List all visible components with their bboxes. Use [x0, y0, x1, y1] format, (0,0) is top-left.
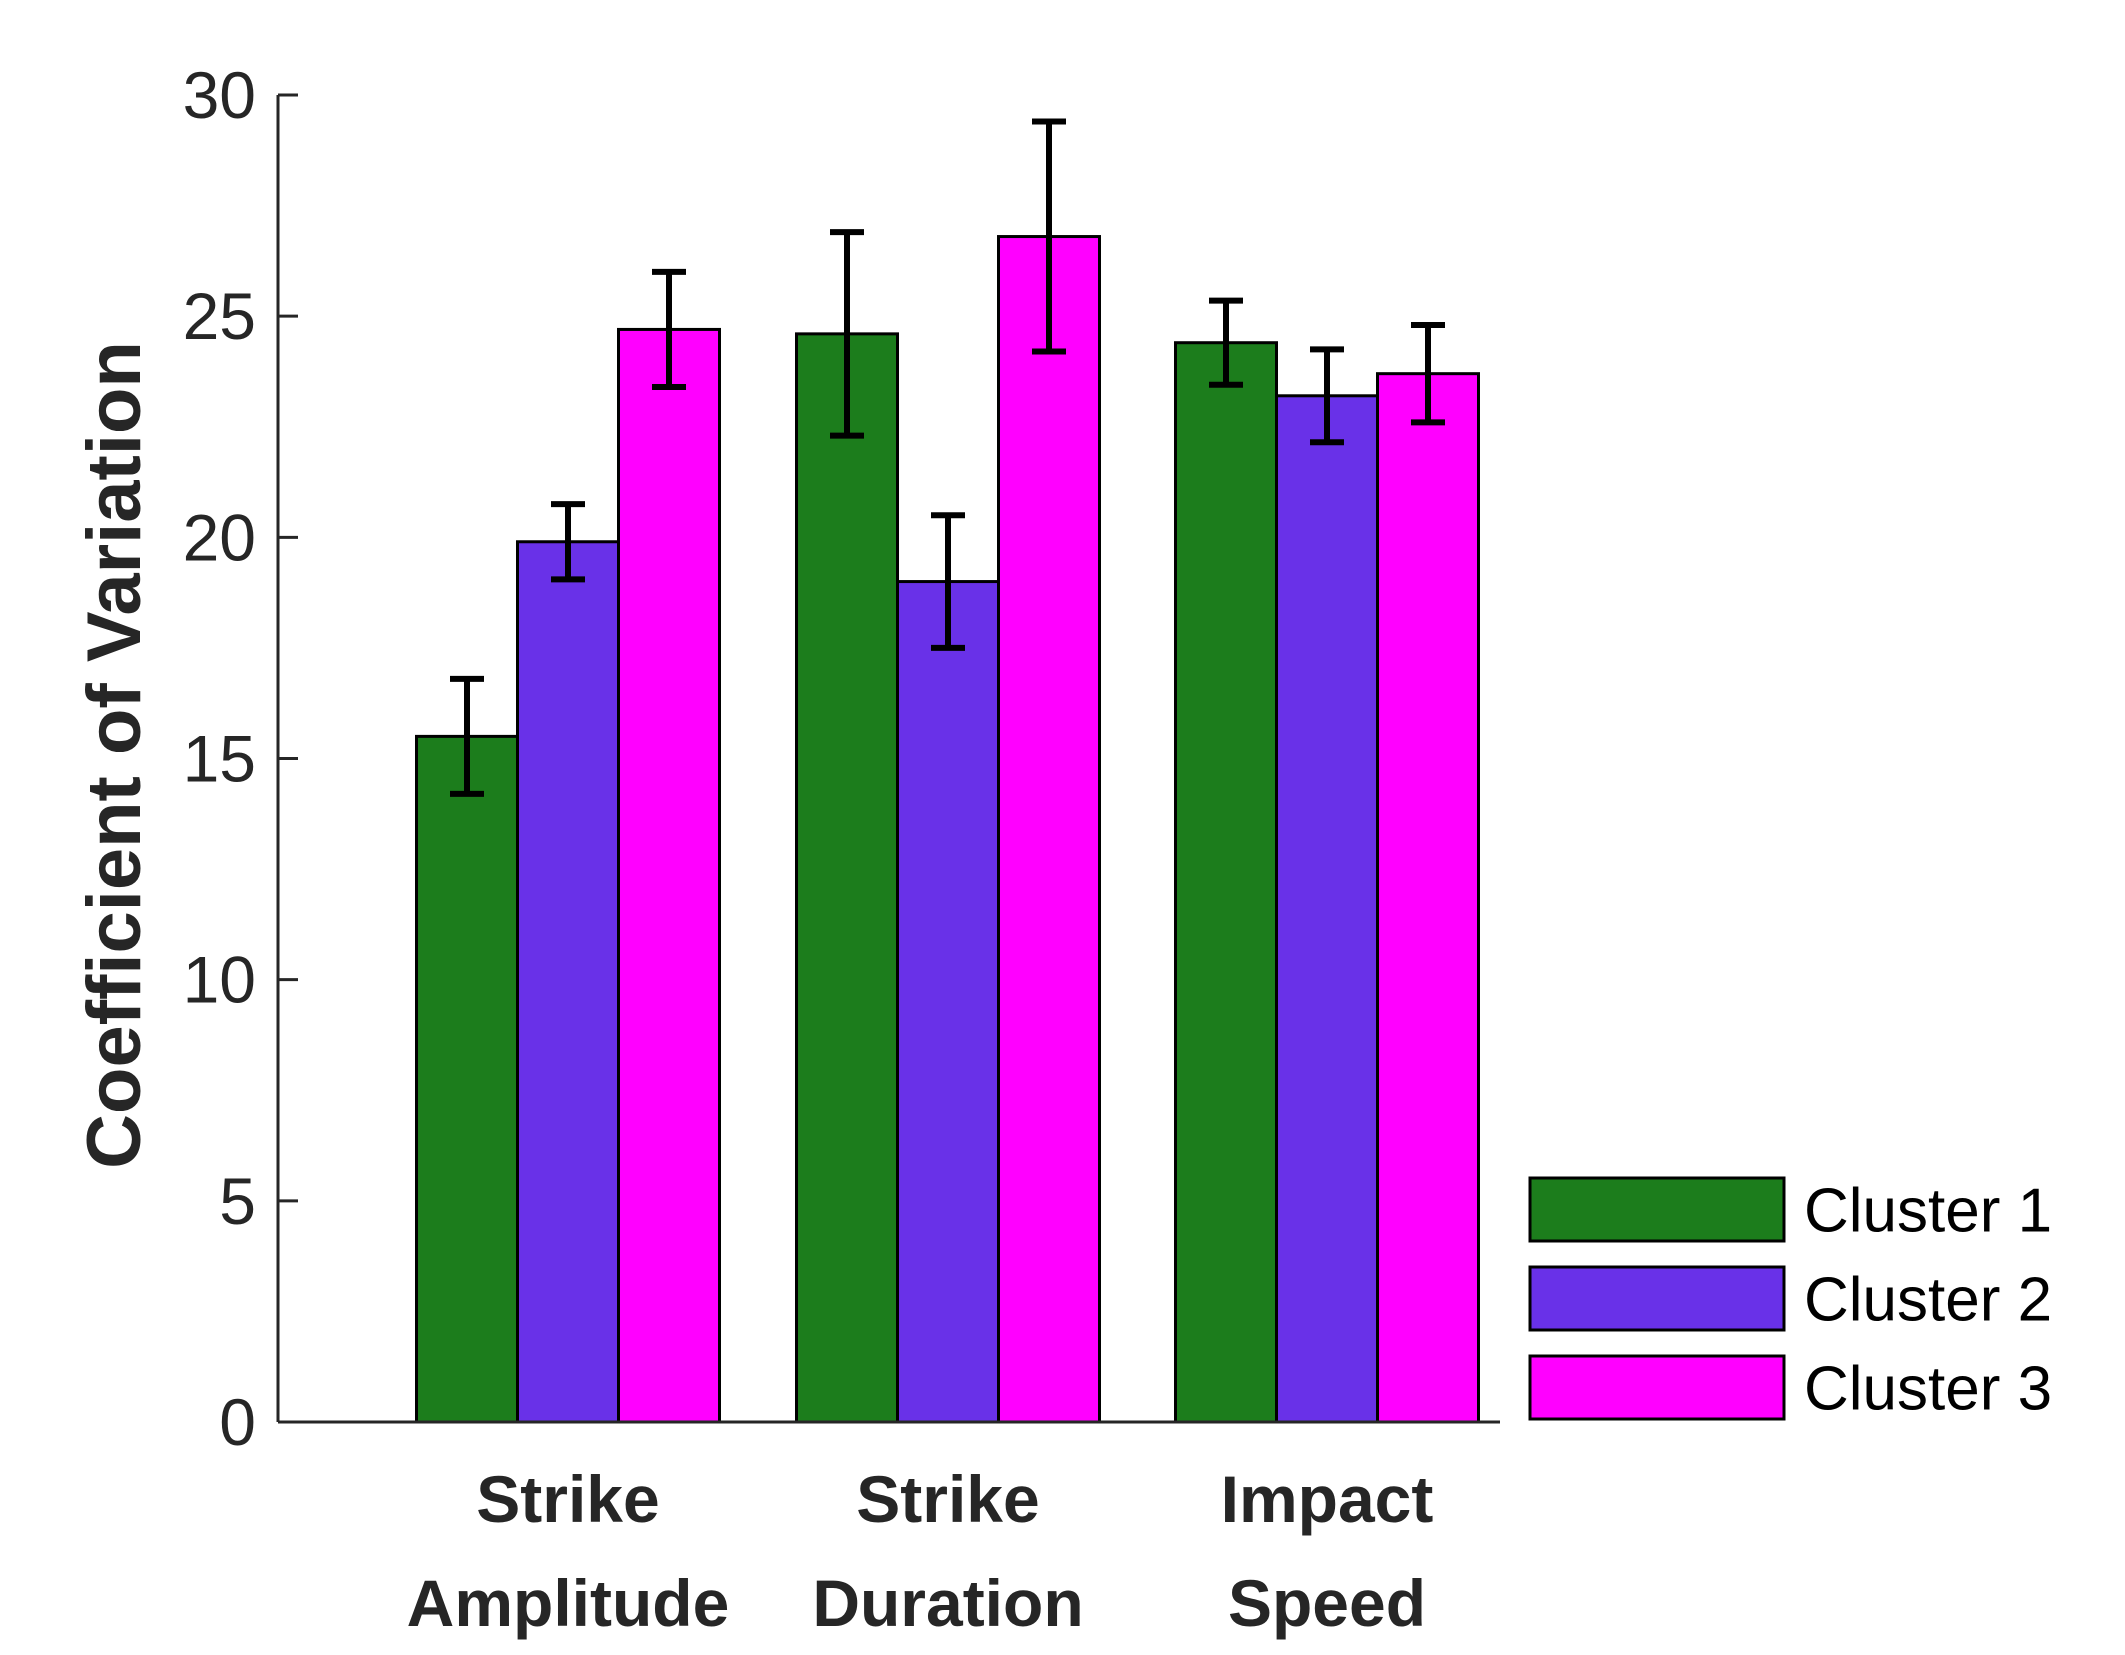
legend-label: Cluster 1	[1804, 1177, 2052, 1246]
y-tick-label: 20	[183, 500, 256, 574]
axes-layer	[276, 93, 1500, 1424]
y-tick-label: 25	[183, 279, 256, 353]
category-label-line: Strike	[476, 1462, 659, 1536]
category-label-line: Impact	[1221, 1462, 1434, 1536]
bar-1-3	[1174, 341, 1278, 1424]
category-label-line: Speed	[1228, 1566, 1426, 1640]
legend: Cluster 1 Cluster 2 Cluster 3	[1528, 1176, 2052, 1424]
legend-label: Cluster 2	[1804, 1266, 2052, 1335]
bar-1-1	[415, 734, 519, 1424]
legend-swatch	[1528, 1176, 1786, 1243]
category-label-line: Strike	[856, 1462, 1039, 1536]
y-tick-label: 5	[219, 1164, 256, 1238]
bar-3-2	[997, 235, 1101, 1424]
error-bar-1-3	[1209, 297, 1243, 388]
category-label: Strike Duration	[812, 1462, 1083, 1640]
error-bar-2-1	[551, 501, 585, 583]
bars-layer	[415, 235, 1480, 1424]
y-tick-label: 30	[183, 58, 256, 132]
bar-2-1	[516, 540, 620, 1424]
bar-1-2	[795, 332, 899, 1424]
error-bar-2-3	[1310, 346, 1344, 446]
labels-layer: 0 5 10 15 20 25 30 Strike Amplitude Strike Duratio…	[183, 58, 1434, 1640]
legend-label: Cluster 3	[1804, 1355, 2052, 1424]
category-label-line: Duration	[812, 1566, 1083, 1640]
error-bar-3-3	[1411, 322, 1445, 426]
y-tick-label: 0	[219, 1385, 256, 1459]
y-tick-label: 10	[183, 943, 256, 1017]
legend-item-3: Cluster 3	[1528, 1354, 2052, 1424]
bar-2-3	[1275, 394, 1379, 1424]
legend-item-2: Cluster 2	[1528, 1265, 2052, 1335]
bar-2-2	[896, 580, 1000, 1424]
bar-3-3	[1376, 372, 1480, 1424]
legend-item-1: Cluster 1	[1528, 1176, 2052, 1246]
y-tick-label: 15	[183, 722, 256, 796]
legend-swatch	[1528, 1354, 1786, 1421]
legend-swatch	[1528, 1265, 1786, 1332]
bar-3-1	[617, 327, 721, 1424]
error-bar-3-2	[1032, 118, 1066, 355]
error-bar-1-1	[450, 675, 484, 797]
errorbars-layer	[450, 118, 1445, 797]
y-axis-title: Coefficient of Variation	[72, 341, 157, 1169]
error-bar-3-1	[652, 268, 686, 390]
error-bar-2-2	[931, 512, 965, 651]
error-bar-1-2	[830, 229, 864, 439]
category-label: Impact Speed	[1221, 1462, 1434, 1640]
category-label: Strike Amplitude	[407, 1462, 730, 1640]
category-label-line: Amplitude	[407, 1566, 730, 1640]
